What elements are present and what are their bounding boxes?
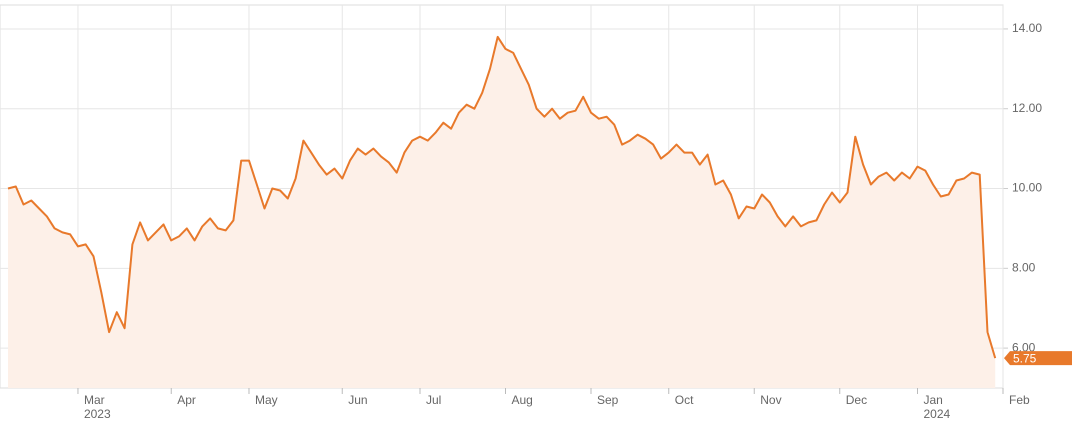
y-tick-label: 10.00 (1012, 181, 1042, 195)
x-tick-label: Mar 2023 (83, 393, 111, 421)
x-tick-label: Jan 2024 (923, 393, 951, 421)
price-line (7, 35, 997, 359)
x-tick-label: Oct (674, 393, 694, 407)
x-tick-label: May (254, 393, 278, 407)
y-tick-label: 8.00 (1012, 260, 1036, 274)
x-tick-label: Jun (348, 393, 368, 407)
x-tick-label: Aug (511, 393, 533, 407)
x-tick-label: Feb (1009, 393, 1030, 407)
x-tick-label: Sep (597, 393, 619, 407)
x-tick-label: Dec (845, 393, 868, 407)
x-tick-label: Nov (760, 393, 782, 407)
last-price-label: 5.75 (1013, 351, 1037, 365)
y-tick-label: 6.00 (1012, 340, 1036, 354)
x-tick-label: Apr (177, 393, 196, 407)
x-tick-label: Jul (425, 393, 442, 407)
y-tick-label: 14.00 (1012, 21, 1042, 35)
y-tick-label: 12.00 (1012, 101, 1042, 115)
area-fill (8, 36, 996, 389)
last-price-tag (1004, 351, 1072, 366)
